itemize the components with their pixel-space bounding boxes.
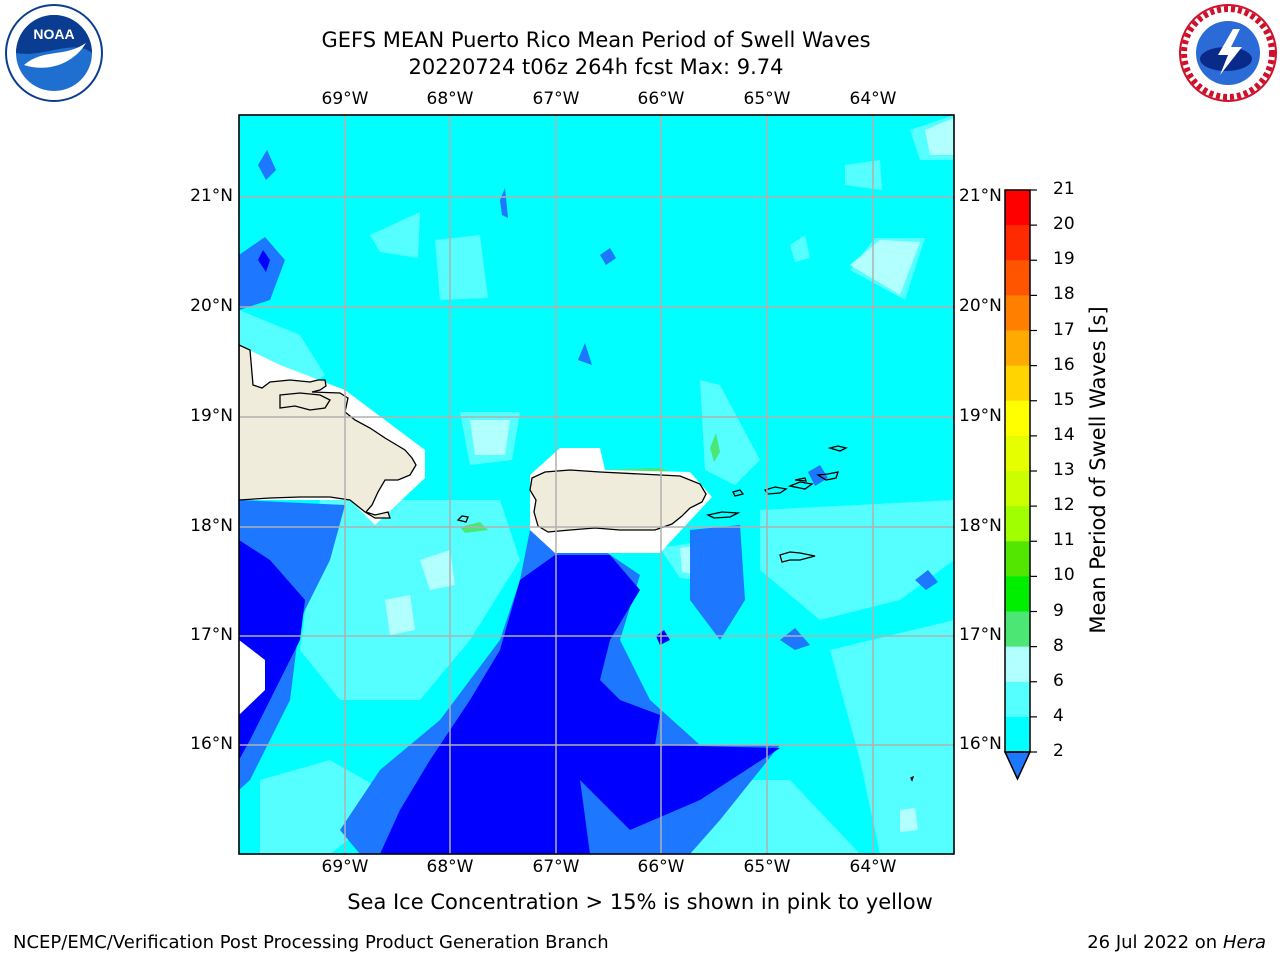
colorbar-segment: [1005, 400, 1030, 437]
lon-label-bottom-65: 65°W: [743, 857, 791, 877]
colorbar-label: 4: [1053, 705, 1064, 726]
colorbar-segment: [1005, 471, 1030, 507]
chart-title-line1: GEFS MEAN Puerto Rico Mean Period of Swe…: [321, 28, 871, 52]
colorbar-segment: [1005, 365, 1030, 402]
lon-label-top-68: 68°W: [426, 89, 474, 109]
colorbar-segment: [1005, 330, 1030, 367]
lat-label-right-19: 19°N: [959, 406, 1002, 426]
colorbar: [1003, 189, 1037, 781]
lon-label-bottom-64: 64°W: [849, 857, 897, 877]
colorbar-label: 8: [1053, 635, 1064, 656]
colorbar-title: Mean Period of Swell Waves [s]: [1086, 306, 1110, 634]
footer-date-text: 26 Jul 2022 on: [1087, 932, 1223, 953]
footer-host: Hera: [1222, 932, 1266, 953]
colorbar-label: 19: [1053, 249, 1075, 270]
colorbar-segment: [1005, 295, 1030, 331]
colorbar-extend-arrow: [1003, 751, 1032, 781]
lat-label-left-20: 20°N: [190, 296, 233, 316]
lon-label-bottom-68: 68°W: [426, 857, 474, 877]
lon-label-top-64: 64°W: [849, 89, 897, 109]
colorbar-label: 21: [1053, 179, 1075, 199]
lat-label-right-16: 16°N: [959, 734, 1002, 754]
colorbar-label: 2: [1053, 741, 1064, 761]
lat-label-right-21: 21°N: [959, 186, 1002, 206]
lat-label-left-16: 16°N: [190, 734, 233, 754]
colorbar-label: 9: [1053, 600, 1064, 621]
lat-label-left-18: 18°N: [190, 516, 233, 536]
lat-label-right-17: 17°N: [959, 625, 1002, 645]
colorbar-label: 12: [1053, 495, 1075, 516]
colorbar-segment: [1005, 646, 1030, 683]
lon-label-bottom-66: 66°W: [637, 857, 685, 877]
lat-label-left-21: 21°N: [190, 186, 233, 206]
colorbar-segment: [1005, 611, 1030, 648]
colorbar-segment: [1005, 190, 1030, 226]
colorbar-label: 16: [1053, 354, 1075, 375]
lon-label-top-69: 69°W: [321, 89, 369, 109]
lon-label-top-67: 67°W: [532, 89, 580, 109]
nws-logo: [1179, 4, 1277, 102]
colorbar-segment: [1005, 576, 1030, 612]
footer-date: 26 Jul 2022 on Hera: [1087, 932, 1266, 953]
colorbar-segment: [1005, 435, 1030, 472]
lat-label-right-18: 18°N: [959, 516, 1002, 536]
swell-period-field: [239, 115, 954, 854]
colorbar-segment: [1005, 260, 1030, 296]
lat-label-left-17: 17°N: [190, 625, 233, 645]
colorbar-segment: [1005, 506, 1030, 542]
colorbar-label: 18: [1053, 284, 1075, 305]
chart-title-line2: 20220724 t06z 264h fcst Max: 9.74: [408, 55, 784, 79]
lat-label-left-19: 19°N: [190, 406, 233, 426]
colorbar-segment: [1005, 541, 1030, 577]
gridlines: [239, 115, 954, 854]
colorbar-label: 15: [1053, 389, 1075, 410]
colorbar-label: 20: [1053, 214, 1075, 235]
colorbar-label: 17: [1053, 319, 1075, 340]
lon-label-bottom-67: 67°W: [532, 857, 580, 877]
colorbar-label: 6: [1053, 670, 1064, 691]
map-frame: [238, 114, 955, 855]
colorbar-segment: [1005, 716, 1030, 753]
colorbar-segment: [1005, 681, 1030, 718]
lon-label-top-66: 66°W: [637, 89, 685, 109]
colorbar-label: 10: [1053, 565, 1075, 586]
lon-label-bottom-69: 69°W: [321, 857, 369, 877]
svg-text:NOAA: NOAA: [33, 26, 74, 42]
colorbar-label: 11: [1053, 530, 1075, 551]
lon-label-top-65: 65°W: [743, 89, 791, 109]
colorbar-label: 14: [1053, 424, 1075, 445]
footer-credit: NCEP/EMC/Verification Post Processing Pr…: [13, 932, 609, 953]
lat-label-right-20: 20°N: [959, 296, 1002, 316]
colorbar-label: 13: [1053, 460, 1075, 480]
noaa-logo: NOAA: [5, 4, 103, 102]
sea-ice-caption: Sea Ice Concentration > 15% is shown in …: [347, 890, 933, 914]
colorbar-segment: [1005, 225, 1030, 261]
